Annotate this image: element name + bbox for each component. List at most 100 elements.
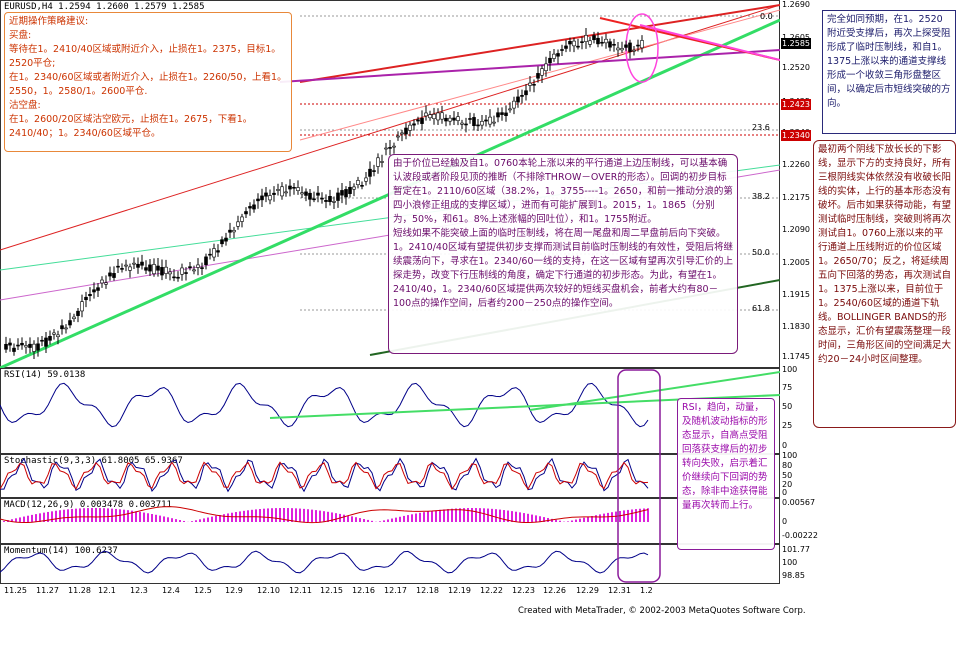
candle-body	[593, 36, 596, 40]
candle-body	[101, 280, 104, 283]
center-text-1: 由于价位已经触及自1。0760本轮上涨以来的平行通道上边压制线，可以基本确认波段…	[393, 157, 733, 227]
candle-body	[605, 39, 608, 43]
rsi-panel[interactable]: RSI(14) 59.0138	[0, 368, 780, 454]
candle-body	[341, 190, 344, 195]
candle-body	[345, 189, 348, 196]
candle-body	[521, 95, 524, 96]
candle-body	[525, 91, 528, 95]
candle-body	[65, 328, 68, 329]
macd-panel[interactable]: MACD(12,26,9) 0.003478 0.003711	[0, 498, 780, 544]
candle-body	[409, 125, 412, 130]
candle-body	[353, 187, 356, 189]
candle-body	[381, 161, 384, 162]
time-label: 12.3	[130, 586, 148, 595]
candle-body	[49, 336, 52, 340]
candle-body	[193, 270, 196, 271]
candle-body	[249, 206, 252, 208]
candle-body	[417, 120, 420, 121]
candle-body	[109, 273, 112, 276]
candle-body	[265, 193, 268, 196]
candle-body	[145, 268, 148, 271]
candle-body	[517, 97, 520, 102]
price-tick: 1.2005	[782, 258, 810, 267]
candle-body	[45, 338, 48, 346]
candle-body	[425, 113, 428, 116]
candle-body	[201, 268, 204, 269]
candle-body	[397, 136, 400, 137]
stoch-scale-50: 50	[782, 471, 792, 480]
price-tick: 1.2690	[782, 0, 810, 9]
right-analysis-note: 最初两个阴线下放长长的下影线，显示下方的支持良好，所有三根阴线实体依然没有收破长…	[813, 140, 956, 428]
candle-body	[253, 205, 256, 209]
candle-body	[581, 42, 584, 43]
candle-body	[301, 193, 304, 194]
price-tick: 1.2260	[782, 160, 810, 169]
candle-body	[617, 48, 620, 50]
time-label: 11.28	[68, 586, 91, 595]
stoch-scale-0: 0	[782, 488, 787, 497]
indicator-text: RSI，趋向，动量，及随机波动指标的形态显示，自高点受阻回落获支撑后的初步转向失…	[682, 401, 770, 513]
rsi-label: RSI(14) 59.0138	[4, 370, 85, 380]
time-label: 12.23	[512, 586, 535, 595]
indicator-note: RSI，趋向，动量，及随机波动指标的形态显示，自高点受阻回落获支撑后的初步转向失…	[677, 398, 775, 550]
candle-body	[545, 64, 548, 71]
candle-body	[569, 41, 572, 44]
candle-body	[641, 40, 644, 47]
top-right-text: 完全如同预期，在1。2520附近受支撑后，再次上探受阻形成了临时压制线，和自1。…	[827, 13, 951, 111]
momentum-panel[interactable]: Momentum(14) 100.6237	[0, 544, 780, 584]
candle-body	[305, 192, 308, 196]
candle-body	[413, 124, 416, 125]
price-tick: 1.2175	[782, 193, 810, 202]
stochastic-panel[interactable]: Stochastic(9,3,3) 61.8005 65.9367	[0, 454, 780, 498]
price-tick: 1.2520	[782, 63, 810, 72]
candle-body	[185, 273, 188, 274]
strategy-heading: 近期操作策略建议:	[9, 15, 287, 29]
candle-body	[129, 267, 132, 270]
candle-body	[261, 196, 264, 200]
candle-body	[33, 344, 36, 351]
candle-body	[553, 54, 556, 58]
top-right-note: 完全如同预期，在1。2520附近受支撑后，再次上探受阻形成了临时压制线，和自1。…	[822, 10, 956, 134]
candle-body	[401, 133, 404, 134]
candle-body	[281, 187, 284, 196]
candle-body	[501, 113, 504, 115]
candle-body	[313, 199, 316, 200]
buy-text-2: 在1。2340/60区域或者附近介入，止损在1。2260/50，上看1。2550…	[9, 71, 287, 99]
price-tick: 1.2090	[782, 225, 810, 234]
price-tick: 1.1745	[782, 352, 810, 361]
candle-body	[329, 196, 332, 201]
time-label: 12.11	[289, 586, 312, 595]
candle-body	[181, 268, 184, 274]
buy-text-1: 等待在1。2410/40区域或附近介入，止损在1。2375，目标1。2520平仓…	[9, 43, 287, 71]
candle-body	[293, 187, 296, 188]
price-tick: 1.1830	[782, 322, 810, 331]
momentum-scale-bottom: 98.85	[782, 571, 805, 580]
candle-body	[533, 84, 536, 85]
candle-body	[57, 335, 60, 337]
rsi-scale-100: 100	[782, 365, 797, 374]
time-label: 11.25	[4, 586, 27, 595]
macd-scale-zero: 0	[782, 517, 787, 526]
candle-body	[149, 265, 152, 271]
level-tag-2: 1.2340	[781, 130, 811, 141]
candle-body	[441, 113, 444, 119]
rsi-scale-75: 75	[782, 383, 792, 392]
candle-body	[309, 193, 312, 199]
candle-body	[205, 257, 208, 265]
candle-body	[513, 101, 516, 108]
candle-body	[321, 198, 324, 199]
candle-body	[169, 272, 172, 274]
candle-body	[577, 46, 580, 47]
candle-body	[221, 240, 224, 244]
candle-body	[465, 124, 468, 125]
candle-body	[9, 343, 12, 345]
macd-label: MACD(12,26,9) 0.003478 0.003711	[4, 500, 172, 510]
momentum-scale-mid: 100	[782, 558, 797, 567]
candle-body	[233, 230, 236, 232]
fib-61: 61.8	[752, 304, 770, 313]
candle-body	[429, 115, 432, 118]
candle-body	[637, 45, 640, 46]
candle-body	[217, 251, 220, 253]
candle-body	[273, 193, 276, 194]
time-label: 1.2	[640, 586, 653, 595]
